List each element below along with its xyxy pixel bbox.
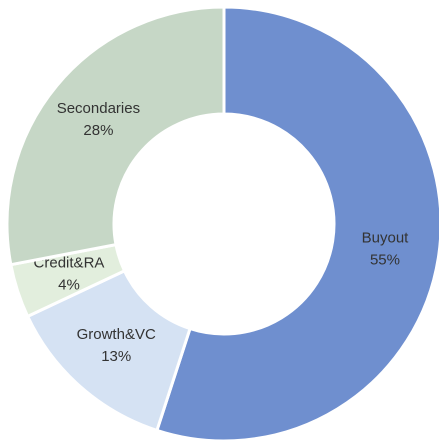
slice-label: Growth&VC (77, 326, 156, 343)
slice (5, 5, 226, 267)
slice-value: 4% (58, 276, 80, 293)
slice-label: Buyout (362, 229, 410, 246)
slice (155, 5, 439, 442)
slice-label: Secondaries (57, 100, 140, 117)
slice-label: Credit&RA (34, 254, 105, 271)
slice-value: 13% (101, 348, 131, 365)
slice-value: 28% (83, 122, 113, 139)
slice-value: 55% (370, 251, 400, 268)
